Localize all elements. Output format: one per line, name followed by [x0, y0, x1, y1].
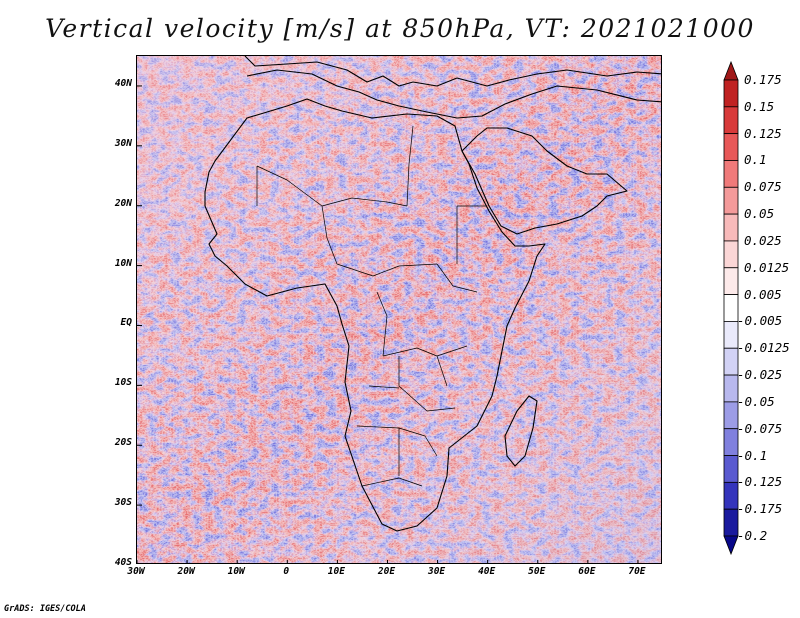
colorbar-swatch [723, 428, 739, 456]
colorbar-label: -0.005 [737, 313, 783, 329]
colorbar-bottom-arrow [723, 535, 739, 556]
colorbar-label: -0.2 [737, 528, 768, 543]
lon-label: 70E [628, 566, 646, 577]
europe-coast [244, 56, 661, 87]
colorbar-label: 0.175 [744, 72, 782, 87]
colorbar-swatch [723, 455, 739, 483]
country-borders [256, 125, 487, 487]
vertical-velocity-field [137, 56, 661, 563]
lat-label: 30S [114, 497, 132, 509]
colorbar-swatch [723, 481, 739, 510]
lon-label: 60E [578, 566, 596, 577]
lat-label: 40N [114, 77, 132, 89]
colorbar-swatch [723, 267, 739, 295]
colorbar-swatch [723, 321, 739, 349]
lon-label: 10E [327, 566, 345, 577]
mediterranean-coast [246, 69, 661, 119]
colorbar-label: 0.005 [744, 286, 782, 302]
colorbar [723, 60, 739, 556]
colorbar-swatch [723, 213, 739, 242]
lat-label: 20S [114, 437, 132, 449]
colorbar-label: 0.05 [744, 206, 775, 222]
colorbar-label: -0.075 [737, 420, 783, 436]
colorbar-label: 0.15 [744, 98, 775, 114]
africa-coastline [204, 98, 546, 532]
colorbar-swatch [723, 186, 739, 215]
lat-label: 10N [114, 257, 132, 269]
colorbar-label: -0.025 [737, 367, 783, 383]
lon-label: 40E [478, 566, 496, 577]
map-title: Vertical velocity [m/s] at 850hPa, VT: 2… [45, 14, 755, 43]
lon-label: 30E [427, 566, 446, 577]
lon-label: 0 [283, 566, 290, 577]
colorbar-swatch [723, 106, 739, 135]
colorbar-label: -0.125 [737, 474, 783, 490]
colorbar-swatch [723, 294, 739, 322]
lon-label: 20E [377, 566, 396, 577]
colorbar-label: 0.0125 [744, 259, 790, 275]
colorbar-label: -0.1 [737, 447, 768, 463]
colorbar-swatch [723, 374, 739, 403]
lat-label: 30N [114, 137, 132, 149]
colorbar-label: 0.025 [744, 232, 782, 248]
colorbar-label: 0.1 [744, 152, 767, 168]
colorbar-swatch [723, 347, 739, 376]
colorbar-swatch [723, 160, 739, 188]
colorbar-label: -0.05 [737, 393, 775, 409]
lon-label: 10W [227, 566, 245, 577]
colorbar-swatch [723, 508, 739, 537]
coastline-borders [204, 56, 661, 532]
madagascar-coastline [504, 395, 538, 467]
colorbar-label: 0.125 [744, 125, 782, 141]
lat-label: EQ [120, 317, 132, 329]
colorbar-swatch [723, 401, 739, 430]
lat-label: 40S [114, 557, 132, 568]
lat-label: 10S [114, 377, 132, 389]
grads-credit: GrADS: IGES/COLA [4, 604, 86, 614]
lon-label: 30W [127, 566, 145, 577]
colorbar-swatch [723, 79, 739, 108]
colorbar-top-arrow [723, 60, 739, 81]
lon-label: 20W [177, 566, 195, 577]
colorbar-swatch [723, 240, 739, 269]
colorbar-label: 0.075 [744, 179, 782, 195]
lat-label: 20N [114, 197, 132, 209]
colorbar-swatch [723, 133, 739, 161]
arabian-coastline [461, 127, 628, 235]
lon-label: 50E [528, 566, 546, 577]
colorbar-label: -0.175 [737, 501, 783, 517]
colorbar-label: -0.0125 [737, 340, 790, 356]
map-plot-area [136, 55, 662, 564]
